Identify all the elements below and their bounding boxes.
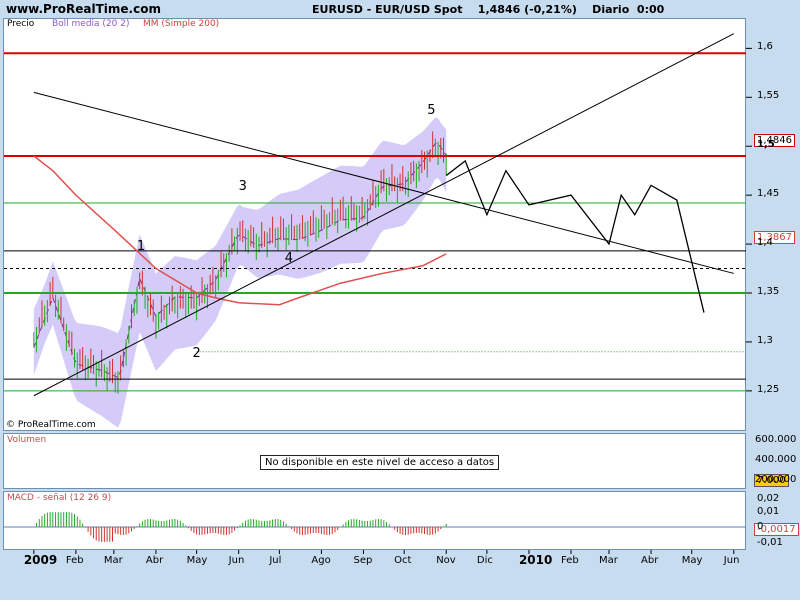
- x-tick-label: Sep: [353, 555, 373, 566]
- y-tick-label: 1,45: [757, 188, 780, 200]
- y-tick-label: 1,3: [757, 334, 773, 346]
- x-tick-label: Oct: [394, 555, 412, 566]
- x-tick-label: Abr: [641, 555, 659, 566]
- header: www.ProRealTime.com EURUSD - EUR/USD Spo…: [0, 0, 800, 18]
- wave-label: 4: [285, 251, 293, 266]
- legend-mm: MM (Simple 200): [143, 19, 220, 29]
- legend-price: Precio: [7, 19, 35, 29]
- macd-panel: [3, 491, 746, 550]
- macd-tick-label: 0,02: [757, 493, 780, 504]
- y-tick-label: 1,55: [757, 90, 780, 102]
- chart-title: EURUSD - EUR/USD Spot 1,4846 (-0,21%) Di…: [312, 3, 665, 16]
- volume-tick-label: 600.000: [755, 434, 797, 445]
- x-tick-label: Feb: [561, 555, 579, 566]
- x-tick-label: Jun: [723, 555, 740, 566]
- trendline: [33, 33, 735, 397]
- macd-tick-label: 0: [757, 521, 764, 532]
- volume-label: Volumen: [7, 435, 47, 445]
- x-tick-label: May: [186, 555, 208, 566]
- bollinger-band: [33, 117, 447, 428]
- volume-badge: 7.000: [754, 474, 789, 487]
- macd-badge: -0,0017: [754, 523, 799, 536]
- mm-badge: 1,3867: [754, 231, 795, 244]
- x-tick-label: Feb: [65, 555, 84, 566]
- macd-tick-label: -0,01: [757, 537, 783, 548]
- copyright: © ProRealTime.com: [6, 420, 96, 430]
- wave-label: 1: [137, 239, 145, 254]
- x-tick-label: Jun: [228, 555, 245, 566]
- macd-label: MACD - señal (12 26 9): [7, 493, 112, 503]
- trendline: [33, 91, 734, 274]
- y-tick-label: 1,25: [757, 383, 780, 395]
- site-name[interactable]: www.ProRealTime.com: [6, 2, 161, 16]
- x-tick-label: Mar: [103, 555, 123, 566]
- x-tick-label: May: [681, 555, 703, 566]
- y-tick-label: 1,35: [757, 286, 780, 297]
- x-tick-label: Mar: [598, 555, 618, 566]
- wave-label: 5: [427, 103, 435, 118]
- last-price-badge: 1,4846: [754, 134, 795, 147]
- x-tick-label: Jul: [269, 555, 282, 566]
- x-tick-label: Ago: [311, 555, 331, 566]
- wave-label: 3: [239, 179, 247, 194]
- mm200-line: [33, 155, 447, 306]
- bollinger-mid: [33, 142, 447, 379]
- y-tick-label: 1,6: [757, 41, 773, 53]
- y-tick-label: 1,5: [757, 139, 775, 151]
- macd-tick-label: 0,01: [757, 506, 780, 517]
- x-tick-label: Nov: [436, 555, 456, 566]
- volume-tick-label: 400.000: [755, 454, 797, 465]
- x-tick-label: 2009: [23, 553, 58, 567]
- y-tick-label: 1,4: [757, 237, 773, 249]
- no-data-notice: No disponible en este nivel de acceso a …: [260, 455, 500, 470]
- x-tick-label: 2010: [518, 553, 553, 567]
- projection-path: [445, 159, 705, 313]
- wave-label: 2: [193, 346, 201, 361]
- legend-boll: Boll media (20 2): [52, 19, 130, 29]
- x-tick-label: Dic: [476, 555, 493, 566]
- volume-tick-label: 200.000: [755, 474, 797, 485]
- x-tick-label: Abr: [145, 555, 164, 566]
